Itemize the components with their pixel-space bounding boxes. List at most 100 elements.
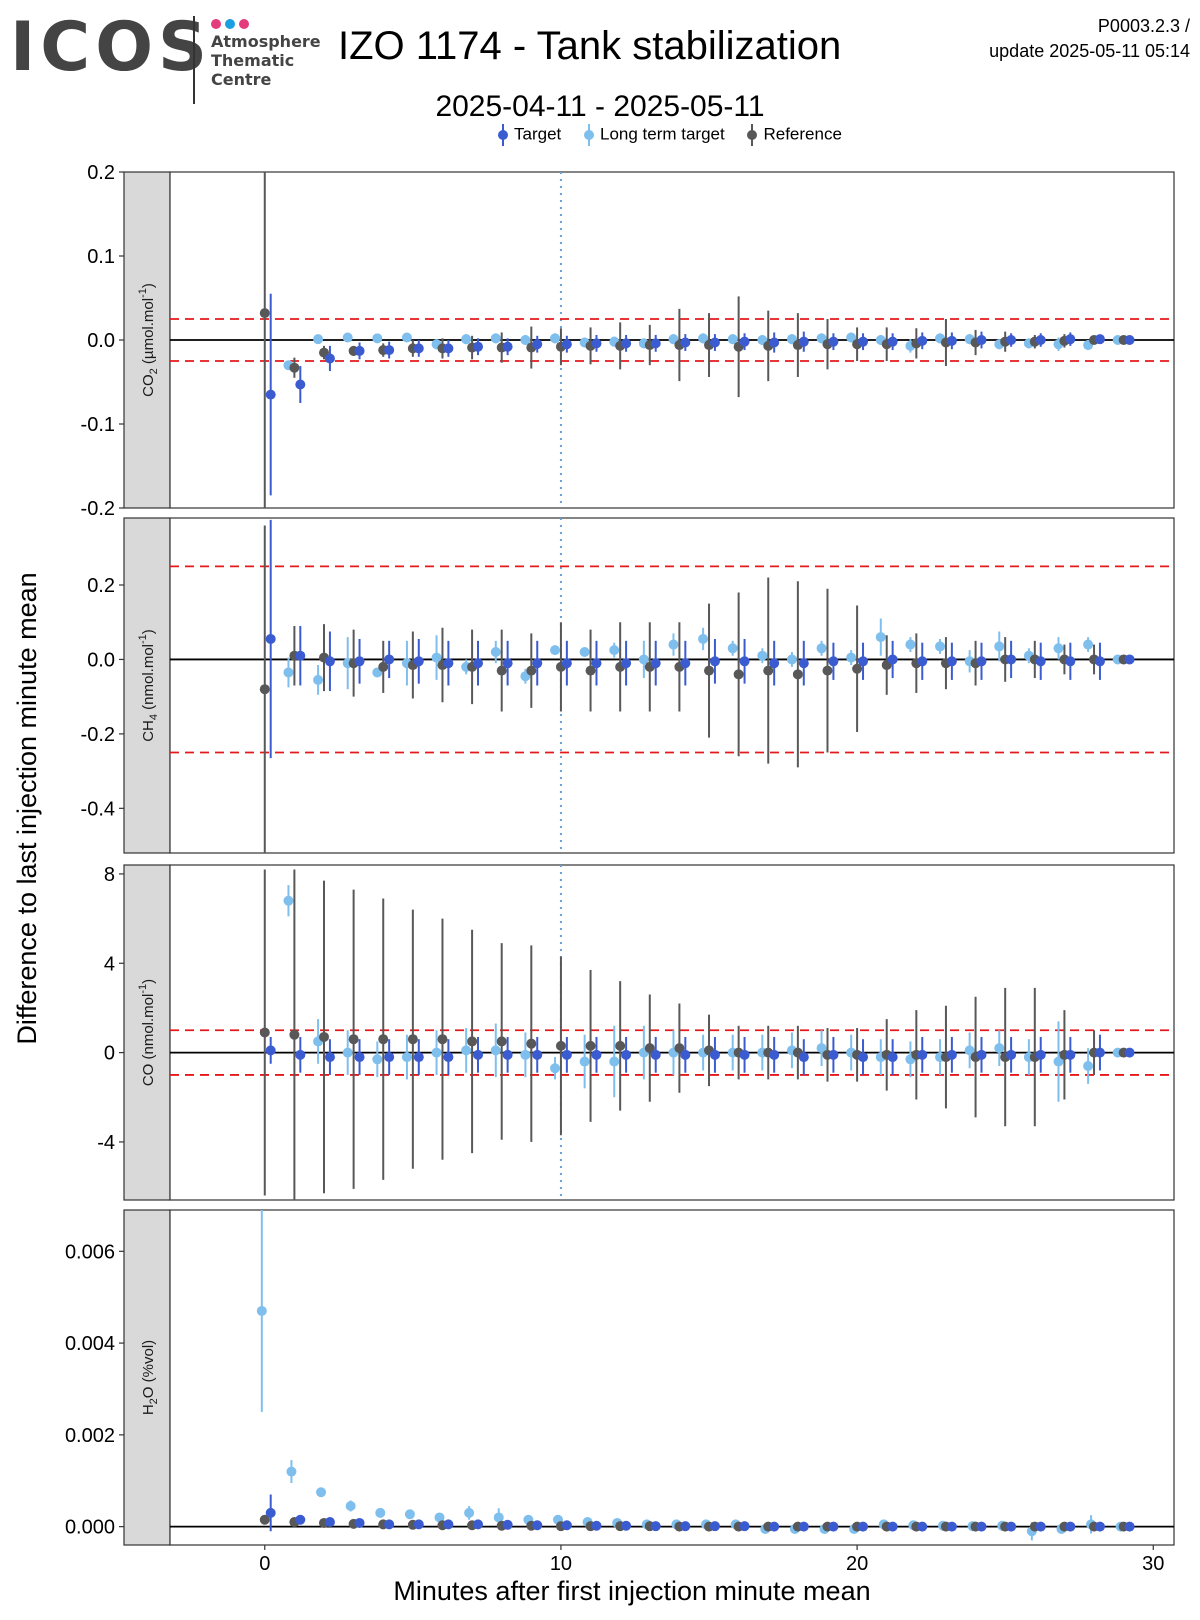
legend: Target Long term target Reference	[496, 124, 858, 146]
data-point	[786, 654, 797, 665]
chart-header: ICOS Atmosphere Thematic Centre IZO 1174…	[0, 0, 1200, 170]
data-point	[846, 652, 857, 663]
data-point	[579, 1056, 590, 1067]
panel-strip-label-part: )	[140, 629, 157, 634]
legend-label: Long term target	[599, 124, 725, 144]
data-point	[709, 337, 720, 348]
data-point	[375, 1507, 386, 1518]
panel-plot-area	[170, 865, 1174, 1200]
data-point	[887, 654, 898, 665]
panel-frame	[169, 517, 1175, 854]
data-point	[680, 1521, 691, 1532]
data-point	[295, 1049, 306, 1060]
legend-item-target: Target	[496, 124, 561, 146]
data-point	[286, 1466, 297, 1477]
data-point	[769, 1521, 780, 1532]
data-point	[621, 658, 632, 669]
data-point	[295, 650, 306, 661]
data-point	[550, 645, 561, 656]
y-tick-label: 0.000	[65, 1517, 115, 1539]
chart-title: IZO 1174 - Tank stabilization	[338, 24, 842, 68]
data-point	[437, 1034, 448, 1045]
data-point	[798, 336, 809, 347]
data-point	[591, 1520, 602, 1531]
data-point	[265, 633, 276, 644]
panel: H2O (%vol) 0.000 0.002 0.004 0.006	[65, 1209, 1175, 1546]
data-point	[852, 663, 863, 674]
y-tick-label: 0.2	[87, 575, 115, 597]
logo-dot	[225, 19, 235, 29]
data-point	[1065, 334, 1076, 345]
panel-plot-area	[170, 1210, 1174, 1541]
data-point	[384, 1052, 395, 1063]
data-point	[858, 656, 869, 667]
panel-strip-label-part: (nmol.mol	[140, 644, 157, 714]
data-point	[1006, 654, 1017, 665]
y-axis-label: Difference to last injection minute mean	[12, 572, 42, 1044]
panel-strip-label-part: -1	[137, 634, 149, 644]
y-tick-label: 8	[104, 864, 115, 886]
data-point	[324, 656, 335, 667]
data-point	[650, 1049, 661, 1060]
data-point	[858, 1052, 869, 1063]
y-tick-label: 0.0	[87, 649, 115, 671]
data-point	[464, 1507, 475, 1518]
data-point	[473, 341, 484, 352]
logo-subtitle: Atmosphere Thematic Centre	[211, 32, 321, 89]
data-point	[490, 647, 501, 657]
data-point	[265, 1045, 276, 1056]
data-point	[698, 333, 709, 344]
data-point	[609, 645, 620, 656]
data-point	[917, 335, 928, 346]
data-point	[1065, 1521, 1076, 1532]
panel-strip	[123, 1209, 171, 1546]
data-point	[946, 1521, 957, 1532]
data-point	[384, 654, 395, 665]
logo-subtitle-line: Atmosphere	[211, 32, 321, 51]
data-point	[591, 338, 602, 349]
logo-dot	[239, 19, 249, 29]
data-point	[1065, 656, 1076, 667]
data-point	[739, 656, 750, 667]
legend-key-reference	[745, 124, 759, 146]
data-point	[769, 337, 780, 348]
legend-item-long-term-target: Long term target	[582, 124, 725, 146]
x-tick-label: 10	[550, 1553, 572, 1575]
data-point	[324, 353, 335, 364]
panel-plot-area	[170, 172, 1174, 508]
data-point	[1083, 1061, 1094, 1071]
data-point	[561, 1520, 572, 1531]
data-point	[709, 1049, 720, 1060]
y-tick-label: -0.4	[81, 798, 115, 820]
data-point	[413, 656, 424, 667]
y-tick-label: 0.006	[65, 1241, 115, 1263]
update-timestamp: update 2025-05-11 05:14	[989, 41, 1190, 61]
data-point	[591, 1049, 602, 1060]
data-point	[887, 336, 898, 347]
data-point	[709, 1521, 720, 1532]
panel-frame	[169, 1209, 1175, 1546]
data-point	[792, 669, 803, 680]
data-point	[585, 1040, 596, 1051]
data-point	[1094, 656, 1105, 667]
data-point	[1124, 1521, 1135, 1532]
data-point	[1124, 654, 1135, 665]
data-point	[319, 1031, 330, 1042]
data-point	[289, 1029, 300, 1040]
data-point	[342, 1047, 353, 1058]
data-point	[502, 1049, 513, 1060]
data-point	[579, 647, 590, 657]
data-point	[650, 1521, 661, 1532]
data-point	[473, 1049, 484, 1060]
data-point	[520, 335, 531, 345]
legend-label: Reference	[763, 124, 842, 144]
data-point	[769, 1049, 780, 1060]
data-point	[650, 338, 661, 349]
data-point	[1035, 656, 1046, 667]
panel-strip-label-part: 4	[148, 714, 160, 720]
data-point	[1035, 335, 1046, 345]
series-long-term-target	[283, 618, 1123, 695]
data-point	[520, 1049, 531, 1060]
data-point	[1053, 643, 1064, 654]
data-point	[1035, 1521, 1046, 1532]
